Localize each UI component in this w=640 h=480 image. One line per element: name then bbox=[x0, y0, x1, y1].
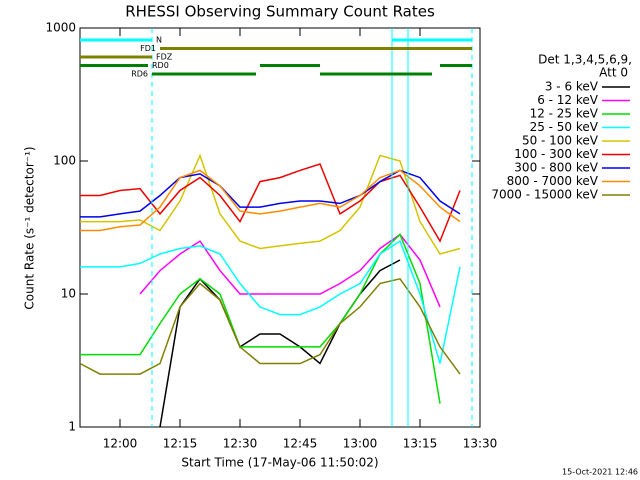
x-tick-label: 13:00 bbox=[343, 437, 378, 451]
legend-label: 300 - 800 keV bbox=[514, 161, 598, 175]
x-tick-label: 12:15 bbox=[163, 437, 198, 451]
chart-title: RHESSI Observing Summary Count Rates bbox=[125, 3, 435, 21]
x-axis-label: Start Time (17-May-06 11:50:02) bbox=[181, 456, 378, 470]
x-tick-label: 12:45 bbox=[283, 437, 318, 451]
legend-label: 800 - 7000 keV bbox=[507, 174, 599, 188]
legend-label: 12 - 25 keV bbox=[530, 107, 599, 121]
y-axis-label: Count Rate (s⁻¹ detector⁻¹) bbox=[23, 146, 37, 309]
y-tick-label: 1 bbox=[68, 420, 76, 434]
series-line bbox=[80, 169, 461, 232]
x-tick-label: 13:30 bbox=[463, 437, 498, 451]
y-tick-label: 1000 bbox=[45, 21, 76, 35]
x-tick-label: 12:30 bbox=[223, 437, 258, 451]
legend-label: 6 - 12 keV bbox=[537, 93, 599, 107]
series-line bbox=[80, 163, 461, 243]
flag-label: FDZ bbox=[156, 53, 173, 62]
flag-label: RD6 bbox=[131, 70, 148, 79]
legend-title: Det 1,3,4,5,6,9, bbox=[538, 53, 632, 67]
x-tick-label: 13:15 bbox=[403, 437, 438, 451]
legend-label: 25 - 50 keV bbox=[530, 120, 599, 134]
legend-label: 50 - 100 keV bbox=[522, 134, 599, 148]
flag-label: N bbox=[156, 36, 162, 45]
series-line bbox=[80, 239, 461, 364]
x-tick-label: 12:00 bbox=[103, 437, 138, 451]
legend-title: Att 0 bbox=[599, 66, 628, 80]
flag-label: RD0 bbox=[152, 61, 169, 70]
y-tick-label: 10 bbox=[61, 287, 76, 301]
flag-label: FD1 bbox=[140, 44, 156, 53]
y-tick-label: 100 bbox=[53, 154, 76, 168]
footer-date: 15-Oct-2021 12:46 bbox=[562, 468, 638, 477]
series-line bbox=[79, 277, 461, 375]
legend-label: 7000 - 15000 keV bbox=[491, 188, 598, 202]
plot-frame bbox=[79, 27, 481, 428]
legend-label: 3 - 6 keV bbox=[545, 80, 599, 94]
legend-label: 100 - 300 keV bbox=[514, 147, 598, 161]
